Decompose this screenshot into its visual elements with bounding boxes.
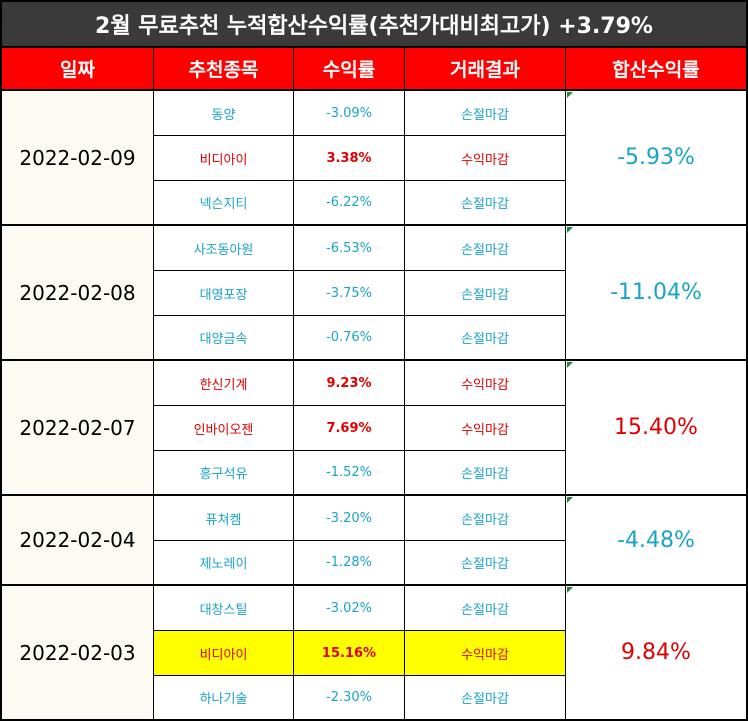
table-title: 2월 무료추천 누적합산수익률(추천가대비최고가) +3.79% <box>2 2 746 48</box>
return-cell: 7.69% <box>294 406 405 451</box>
stock-cell: 한신기계 <box>154 361 294 406</box>
comment-marker-icon <box>567 497 573 503</box>
header-date: 일짜 <box>2 48 154 91</box>
result-cell: 손절마감 <box>405 451 566 496</box>
total-return-cell: -11.04% <box>566 226 746 361</box>
stock-cell: 비디아이 <box>154 631 294 676</box>
comment-marker-icon <box>567 587 573 593</box>
stock-cell: 대영포장 <box>154 271 294 316</box>
result-cell: 손절마감 <box>405 181 566 226</box>
stock-cell: 대창스틸 <box>154 586 294 631</box>
return-cell: -6.22% <box>294 181 405 226</box>
stock-cell: 비디아이 <box>154 136 294 181</box>
return-cell: 3.38% <box>294 136 405 181</box>
result-cell: 손절마감 <box>405 226 566 271</box>
date-cell: 2022-02-07 <box>2 361 154 496</box>
stock-cell: 넥슨지티 <box>154 181 294 226</box>
result-cell: 손절마감 <box>405 541 566 586</box>
return-cell: -3.20% <box>294 496 405 541</box>
result-cell: 수익마감 <box>405 361 566 406</box>
result-cell: 수익마감 <box>405 406 566 451</box>
stock-cell: 대양금속 <box>154 316 294 361</box>
header-result: 거래결과 <box>405 48 566 91</box>
date-cell: 2022-02-04 <box>2 496 154 586</box>
total-return-cell: 9.84% <box>566 586 746 721</box>
comment-marker-icon <box>567 362 573 368</box>
result-cell: 손절마감 <box>405 316 566 361</box>
result-cell: 수익마감 <box>405 631 566 676</box>
return-cell: -3.09% <box>294 91 405 136</box>
total-return-cell: -5.93% <box>566 91 746 226</box>
return-cell: -1.52% <box>294 451 405 496</box>
return-cell: -0.76% <box>294 316 405 361</box>
stock-cell: 인바이오젠 <box>154 406 294 451</box>
date-cell: 2022-02-03 <box>2 586 154 721</box>
stock-cell: 사조동아원 <box>154 226 294 271</box>
return-cell: -3.02% <box>294 586 405 631</box>
stock-cell: 동양 <box>154 91 294 136</box>
return-cell: 15.16% <box>294 631 405 676</box>
header-stock: 추천종목 <box>154 48 294 91</box>
result-cell: 손절마감 <box>405 586 566 631</box>
header-total: 합산수익률 <box>566 48 746 91</box>
result-cell: 수익마감 <box>405 136 566 181</box>
stock-cell: 하나기술 <box>154 676 294 721</box>
stock-cell: 제노레이 <box>154 541 294 586</box>
header-return: 수익률 <box>294 48 405 91</box>
result-cell: 손절마감 <box>405 676 566 721</box>
return-cell: -3.75% <box>294 271 405 316</box>
stock-cell: 흥구석유 <box>154 451 294 496</box>
total-return-cell: 15.40% <box>566 361 746 496</box>
date-cell: 2022-02-08 <box>2 226 154 361</box>
result-cell: 손절마감 <box>405 91 566 136</box>
return-cell: -6.53% <box>294 226 405 271</box>
return-cell: -2.30% <box>294 676 405 721</box>
total-return-cell: -4.48% <box>566 496 746 586</box>
comment-marker-icon <box>567 227 573 233</box>
stock-cell: 퓨쳐켐 <box>154 496 294 541</box>
return-cell: 9.23% <box>294 361 405 406</box>
result-cell: 손절마감 <box>405 496 566 541</box>
return-cell: -1.28% <box>294 541 405 586</box>
date-cell: 2022-02-09 <box>2 91 154 226</box>
comment-marker-icon <box>567 92 573 98</box>
result-cell: 손절마감 <box>405 271 566 316</box>
